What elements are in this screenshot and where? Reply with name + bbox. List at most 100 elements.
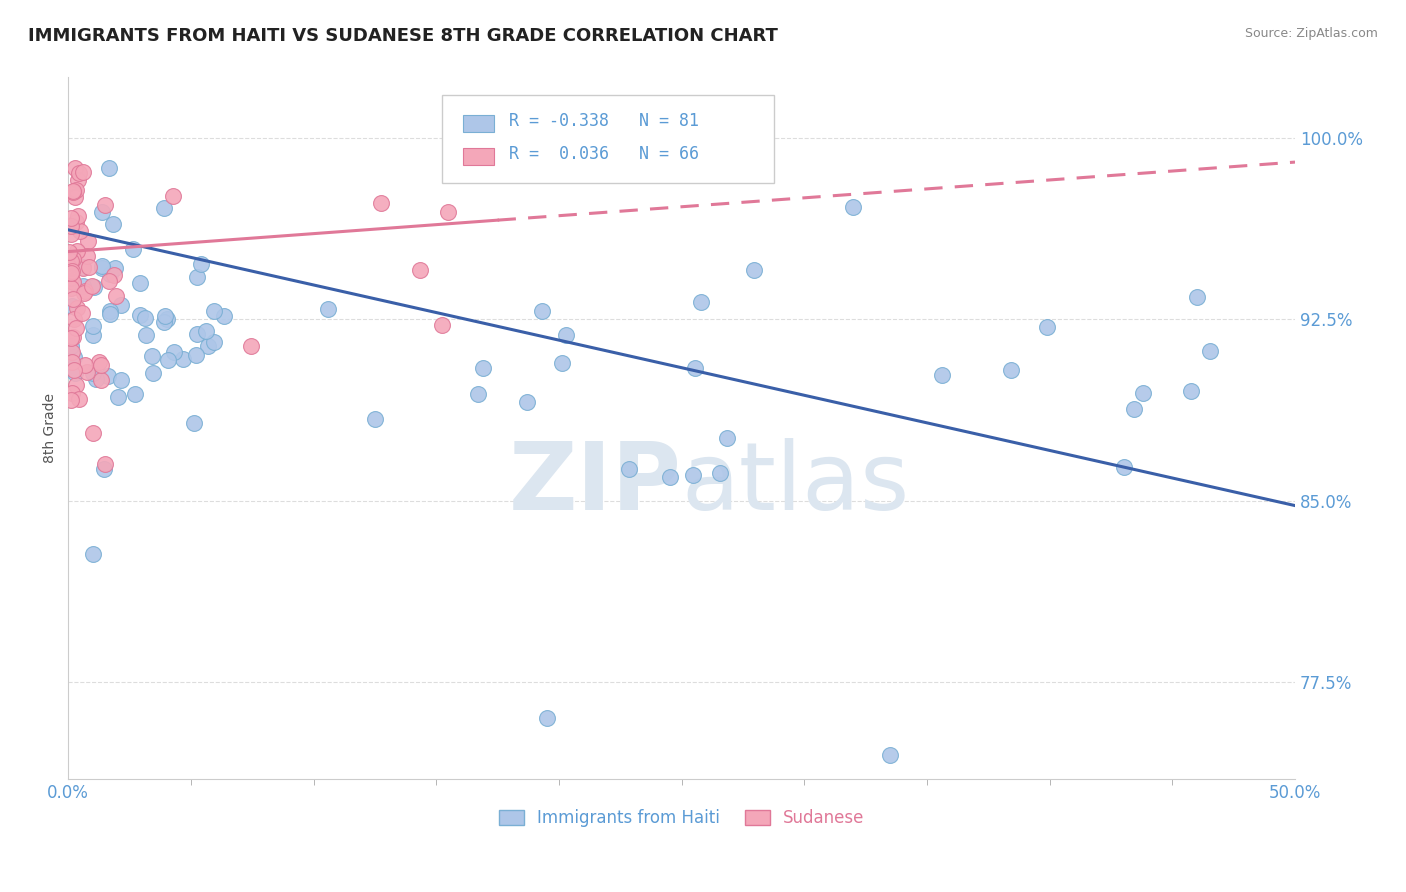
Point bbox=[60, 355, 83, 369]
Point bbox=[124, 387, 146, 401]
Point bbox=[183, 416, 205, 430]
Point bbox=[73, 286, 96, 301]
Point bbox=[66, 209, 89, 223]
Text: atlas: atlas bbox=[682, 438, 910, 531]
Point bbox=[97, 368, 120, 383]
Point bbox=[202, 304, 225, 318]
Point bbox=[67, 6, 90, 21]
Point bbox=[467, 387, 489, 401]
Point bbox=[94, 458, 117, 472]
Point bbox=[129, 309, 152, 323]
Point bbox=[157, 352, 180, 367]
Point bbox=[89, 354, 111, 368]
Point bbox=[63, 190, 86, 204]
Point bbox=[186, 326, 208, 341]
Point bbox=[709, 466, 731, 480]
Text: R =  0.036   N = 66: R = 0.036 N = 66 bbox=[509, 145, 699, 163]
Point bbox=[65, 320, 87, 334]
Point bbox=[110, 298, 132, 312]
Point bbox=[1198, 344, 1220, 359]
Point bbox=[107, 390, 129, 404]
Point bbox=[186, 270, 208, 285]
Point bbox=[62, 184, 84, 198]
Point bbox=[370, 196, 392, 211]
Point bbox=[76, 234, 98, 248]
Legend: Immigrants from Haiti, Sudanese: Immigrants from Haiti, Sudanese bbox=[492, 803, 872, 834]
Point bbox=[60, 339, 83, 353]
Point bbox=[82, 367, 104, 381]
Point bbox=[77, 260, 100, 274]
Point bbox=[408, 263, 430, 277]
Point bbox=[239, 338, 262, 352]
Point bbox=[152, 201, 174, 215]
FancyBboxPatch shape bbox=[443, 95, 773, 183]
Point bbox=[63, 350, 86, 364]
Point bbox=[141, 349, 163, 363]
Point bbox=[60, 345, 83, 359]
Point bbox=[65, 183, 87, 197]
Point bbox=[62, 252, 84, 266]
Point bbox=[80, 278, 103, 293]
Point bbox=[197, 338, 219, 352]
Point bbox=[65, 377, 87, 392]
Point bbox=[60, 219, 83, 233]
Point bbox=[531, 304, 554, 318]
Point bbox=[60, 385, 83, 400]
Point bbox=[162, 189, 184, 203]
Point bbox=[879, 747, 901, 762]
Point bbox=[103, 268, 125, 282]
Point bbox=[60, 271, 83, 285]
Text: ZIP: ZIP bbox=[509, 438, 682, 531]
Point bbox=[184, 348, 207, 362]
Point bbox=[62, 311, 84, 326]
Point bbox=[60, 299, 83, 313]
Point bbox=[63, 184, 86, 198]
Point bbox=[67, 166, 90, 180]
Point bbox=[59, 392, 82, 407]
Point bbox=[90, 358, 112, 372]
Bar bbox=[463, 114, 494, 132]
Point bbox=[1185, 290, 1208, 304]
Point bbox=[82, 547, 104, 561]
Point bbox=[60, 264, 83, 278]
Point bbox=[93, 198, 115, 212]
Point bbox=[72, 165, 94, 179]
Point bbox=[172, 352, 194, 367]
Point bbox=[65, 161, 87, 175]
Point bbox=[1000, 363, 1022, 377]
Point bbox=[134, 310, 156, 325]
Y-axis label: 8th Grade: 8th Grade bbox=[44, 393, 58, 463]
Point bbox=[430, 318, 453, 333]
Point bbox=[617, 462, 640, 476]
Point bbox=[163, 345, 186, 359]
Point bbox=[659, 470, 682, 484]
Point bbox=[153, 315, 176, 329]
Point bbox=[156, 312, 179, 326]
Point bbox=[69, 224, 91, 238]
Point bbox=[744, 263, 766, 277]
Point bbox=[98, 307, 121, 321]
Text: Source: ZipAtlas.com: Source: ZipAtlas.com bbox=[1244, 27, 1378, 40]
Point bbox=[82, 319, 104, 334]
Point bbox=[73, 359, 96, 373]
Point bbox=[59, 254, 82, 268]
Point bbox=[91, 205, 114, 219]
Point bbox=[516, 395, 538, 409]
Point bbox=[122, 242, 145, 256]
Point bbox=[59, 211, 82, 226]
Point bbox=[67, 392, 90, 407]
Point bbox=[72, 261, 94, 276]
Point bbox=[63, 366, 86, 380]
Point bbox=[82, 425, 104, 440]
Point bbox=[83, 279, 105, 293]
Point bbox=[1114, 460, 1136, 475]
Point bbox=[90, 261, 112, 276]
Point bbox=[93, 462, 115, 476]
Point bbox=[76, 249, 98, 263]
Point bbox=[59, 252, 82, 266]
Point bbox=[437, 205, 460, 219]
Point bbox=[101, 217, 124, 231]
Point bbox=[98, 161, 121, 176]
Point bbox=[90, 259, 112, 273]
Point bbox=[1180, 384, 1202, 398]
